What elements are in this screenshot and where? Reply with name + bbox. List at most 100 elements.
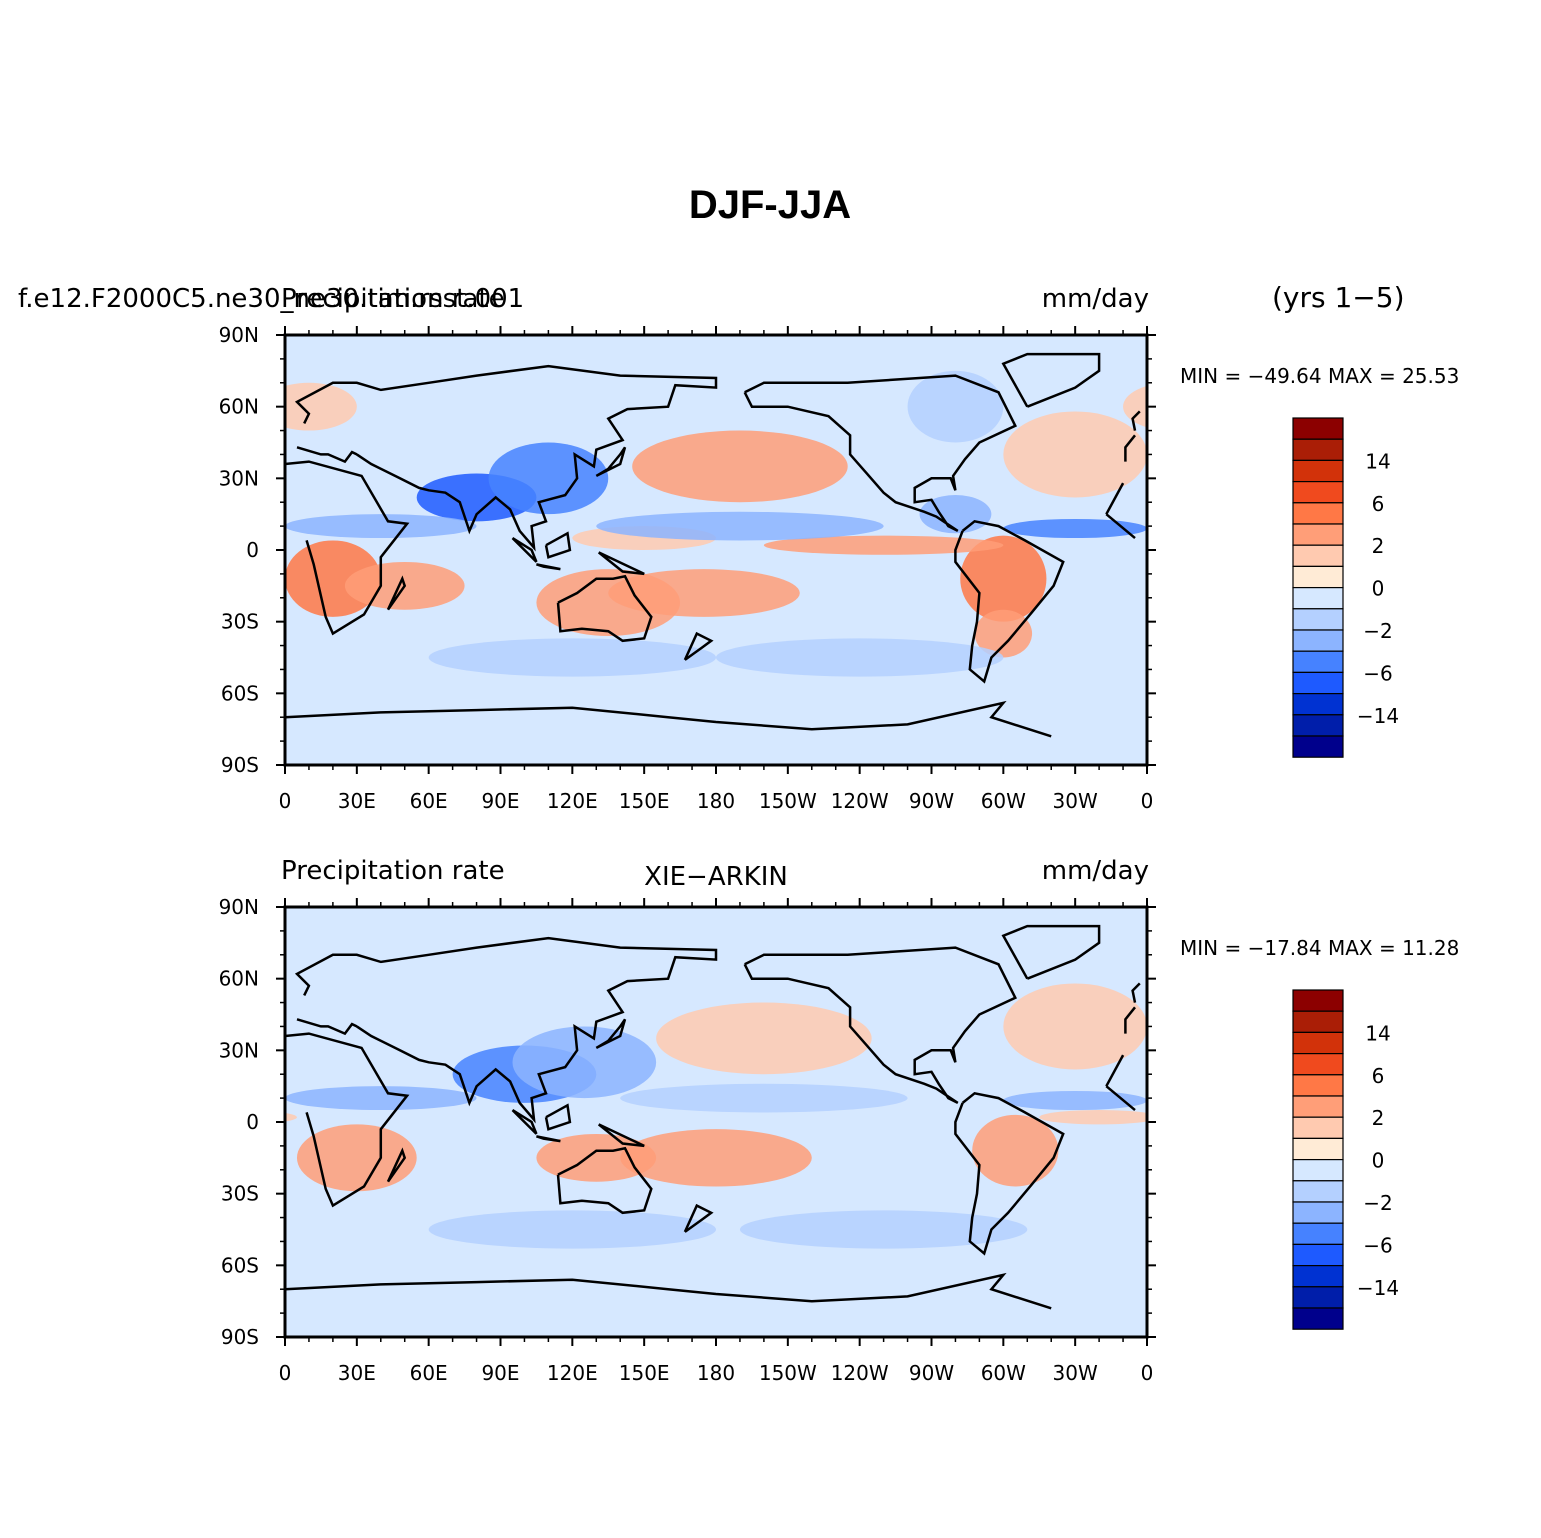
lat-tick-label: 90N [219,895,259,919]
panel-model: f.e12.F2000C5.ne30_ne30.tim.rsst.001 Pre… [0,281,1541,813]
lat-tick-label: 60S [221,1253,259,1277]
lon-tick-label: 60E [410,1361,448,1385]
colorbar-label: −2 [1363,619,1392,643]
coastline [683,631,714,661]
coastline [294,364,1136,552]
coastline [536,563,561,571]
contour-region [1003,1090,1147,1111]
panel-obs: Precipitation rate XIE−ARKIN mm/day MIN … [110,856,1541,1385]
colorbar-box [1292,1052,1344,1076]
contour-region [1494,431,1541,503]
contour-region [972,1114,1059,1187]
contour-region [596,511,884,541]
contour-region [1434,526,1541,550]
contour-region [1003,518,1147,539]
contour-region [1147,540,1243,616]
coastline [294,936,1136,1124]
lon-tick-label: 90E [481,1361,519,1385]
colorbar-box [1292,438,1344,462]
lon-tick-label: 60W [981,789,1026,813]
contour-region [974,609,1033,658]
contour-region [58,495,130,533]
coastline [954,519,1065,684]
contour-region [1374,1026,1518,1098]
contour-region [141,411,285,497]
lon-tick-label: 120E [547,1361,598,1385]
panel-model-axes: 0 30E 60E 90E 120E 150E 180 150W 120W 90W 60W 30W 09… [219,323,1156,813]
colorbar-label: 0 [1372,1149,1385,1173]
panel-model-colorbar: 14 6 2 0 −2 −6 −14 [1292,417,1399,758]
contour-region [907,370,1004,443]
contour-region [1003,983,1147,1070]
panel-model-case-label: f.e12.F2000C5.ne30_ne30.tim.rsst.001 [18,284,524,314]
coastline [1131,410,1141,431]
lon-tick-label: 120W [831,1361,889,1385]
contour-region [296,1124,417,1192]
lon-tick-label: 30W [1053,789,1098,813]
contour-region [98,536,184,622]
contour-region [1123,385,1147,428]
panel-model-coastlines [285,352,1141,738]
contour-region [1458,512,1541,541]
coastline [597,551,645,576]
colorbar-box [1292,650,1344,674]
coastline [1001,924,1101,980]
colorbar-box [1292,1031,1344,1055]
lon-tick-label: 150W [759,1361,817,1385]
colorbar-box [1292,692,1344,716]
colorbar-box [1292,459,1344,483]
colorbar-box [1292,608,1344,631]
colorbar-box [1292,1158,1344,1182]
panel-model-variable-label: Precipitation rate [281,284,505,314]
contour-region [1398,569,1541,636]
contour-region [110,1115,196,1187]
lon-tick-label: 180 [697,1361,735,1385]
lat-tick-label: 30N [219,1038,259,1062]
colorbar-box [1292,586,1344,610]
contour-region [620,1083,908,1113]
coastline [544,531,572,559]
coastline [556,1146,653,1215]
lon-tick-label: 60E [410,789,448,813]
lat-tick-label: 90S [221,753,259,777]
colorbar-box [1292,1010,1344,1034]
lon-tick-label: 30E [338,1361,376,1385]
coastline [743,374,1017,533]
colorbar-box [1292,544,1344,568]
contour-region [512,1026,657,1099]
colorbar-box [1292,1307,1344,1330]
contour-region [0,536,141,555]
colorbar-box [1292,1286,1344,1309]
coastline [285,1032,1136,1208]
coastline [556,574,653,643]
contour-region [488,442,609,515]
contour-region [1482,1129,1541,1186]
colorbar-box [1292,1264,1344,1288]
contour-region [113,610,170,658]
lon-tick-label: 30E [338,789,376,813]
contour-region [46,371,142,443]
colorbar-box [1292,735,1344,758]
colorbar-box [1292,1116,1344,1139]
contour-region [1039,1110,1147,1125]
years-label: (yrs 1−5) [1272,281,1405,314]
contour-region [1470,569,1541,617]
coastline [544,1103,572,1131]
colorbar-box [1292,714,1344,737]
contour-region [632,430,848,503]
coastline [386,1147,407,1183]
lon-tick-label: 150E [619,789,670,813]
colorbar-box [1292,1180,1344,1203]
panel-model-min-max: MIN = −49.64 MAX = 25.53 [1180,364,1459,388]
coastline [1001,352,1101,408]
coastline [386,575,407,611]
lon-tick-label: 90W [909,789,954,813]
colorbar-label: −14 [1357,1276,1399,1300]
figure-title: DJF-JJA [689,183,851,227]
colorbar-box [1292,481,1344,504]
panel-obs-colorbar: 14 6 2 0 −2 −6 −14 [1292,989,1399,1330]
lat-tick-label: 30S [221,1182,259,1206]
contour-region [1398,1134,1518,1182]
contour-region [285,1112,297,1122]
colorbar-box [1292,1222,1344,1245]
